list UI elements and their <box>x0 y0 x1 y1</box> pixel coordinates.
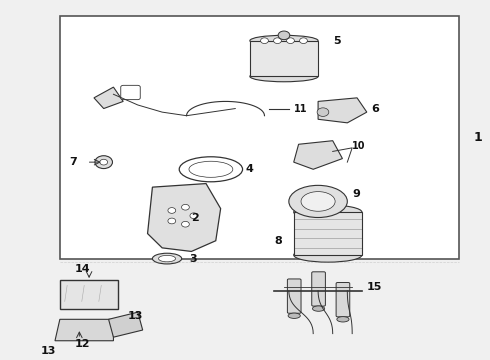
FancyBboxPatch shape <box>294 212 362 255</box>
Text: 9: 9 <box>352 189 360 199</box>
Circle shape <box>278 31 290 40</box>
Ellipse shape <box>301 192 335 211</box>
Text: 13: 13 <box>40 346 56 356</box>
Circle shape <box>317 108 329 116</box>
Polygon shape <box>318 98 367 123</box>
Text: 12: 12 <box>74 339 90 349</box>
Circle shape <box>273 38 281 44</box>
Ellipse shape <box>288 313 300 319</box>
Text: 10: 10 <box>352 141 366 151</box>
Ellipse shape <box>313 306 325 311</box>
Ellipse shape <box>250 35 318 46</box>
Circle shape <box>168 218 176 224</box>
Text: 7: 7 <box>69 157 77 167</box>
Ellipse shape <box>294 248 362 262</box>
Circle shape <box>168 208 176 213</box>
Text: 11: 11 <box>294 104 307 113</box>
FancyBboxPatch shape <box>121 85 140 100</box>
Ellipse shape <box>152 253 182 264</box>
Text: 1: 1 <box>474 131 483 144</box>
Circle shape <box>190 213 198 219</box>
Circle shape <box>287 38 294 44</box>
Circle shape <box>299 38 307 44</box>
FancyBboxPatch shape <box>60 16 460 258</box>
Text: 14: 14 <box>74 264 90 274</box>
Polygon shape <box>109 312 143 337</box>
Circle shape <box>181 204 189 210</box>
Text: 3: 3 <box>189 253 196 264</box>
FancyBboxPatch shape <box>312 272 325 306</box>
Ellipse shape <box>289 185 347 217</box>
Ellipse shape <box>337 317 349 322</box>
Polygon shape <box>94 87 123 109</box>
FancyBboxPatch shape <box>288 279 301 313</box>
Text: 13: 13 <box>128 311 144 321</box>
Polygon shape <box>55 319 114 341</box>
Text: 15: 15 <box>367 282 382 292</box>
Circle shape <box>95 156 113 168</box>
Circle shape <box>261 38 269 44</box>
FancyBboxPatch shape <box>250 41 318 76</box>
Text: 4: 4 <box>245 164 253 174</box>
Ellipse shape <box>159 255 175 262</box>
Text: 8: 8 <box>274 236 282 246</box>
Ellipse shape <box>294 205 362 219</box>
Text: 6: 6 <box>372 104 380 113</box>
Polygon shape <box>294 141 343 169</box>
FancyBboxPatch shape <box>60 280 118 309</box>
Text: 2: 2 <box>192 212 199 222</box>
Text: 5: 5 <box>333 36 341 46</box>
FancyBboxPatch shape <box>336 283 350 317</box>
Ellipse shape <box>250 71 318 82</box>
Circle shape <box>100 159 108 165</box>
Circle shape <box>181 221 189 227</box>
Polygon shape <box>147 184 220 251</box>
